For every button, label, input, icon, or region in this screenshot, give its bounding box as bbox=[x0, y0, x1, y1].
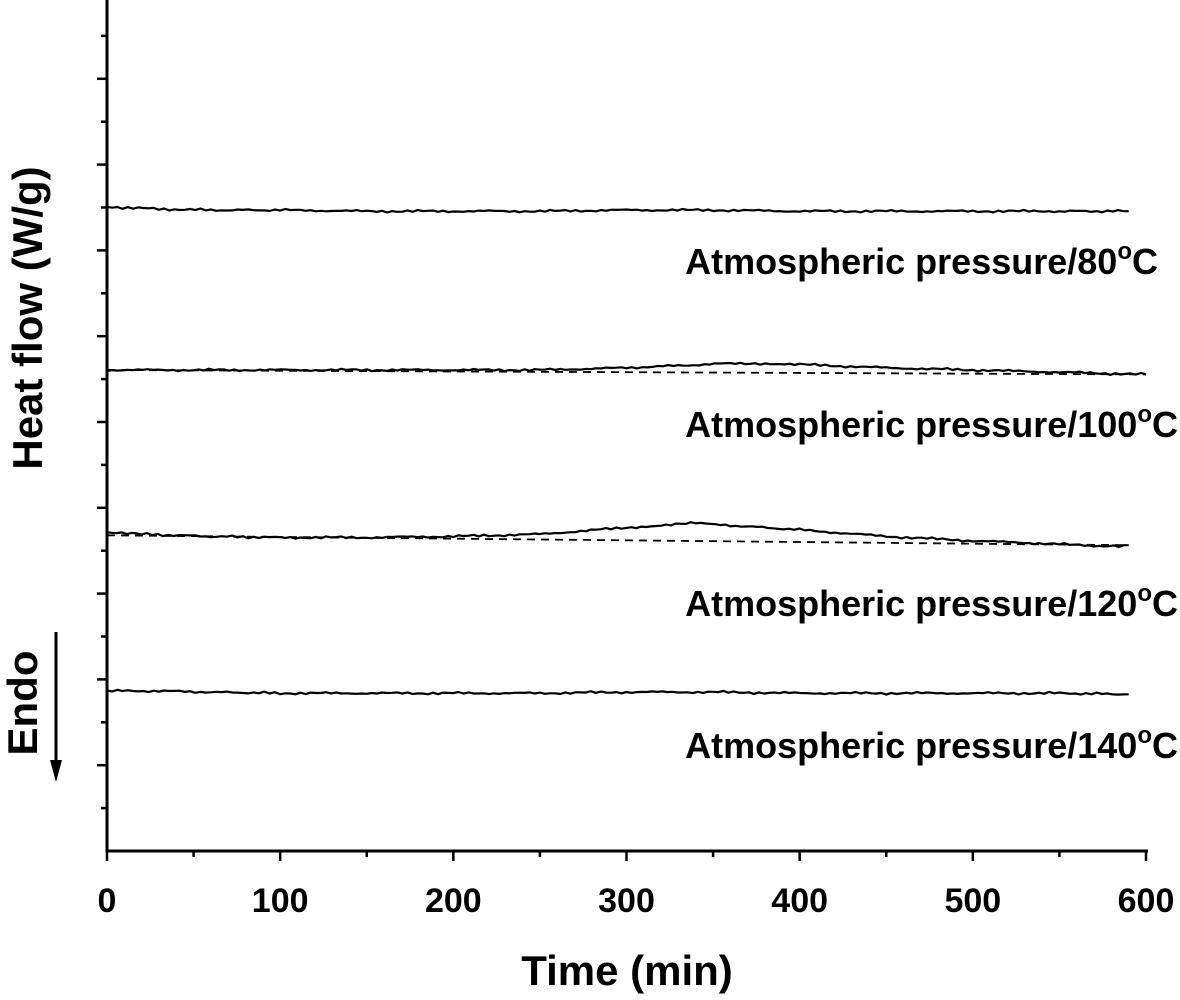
series-label-unit: C bbox=[1152, 725, 1178, 766]
series-line bbox=[106, 688, 1129, 696]
endo-arrow-head bbox=[50, 760, 62, 782]
series-line bbox=[106, 361, 1147, 376]
series-label-value: 140 bbox=[1077, 725, 1137, 766]
series-label: Atmospheric pressure/120oC bbox=[685, 580, 1178, 624]
series-label-degree: o bbox=[1137, 722, 1152, 749]
series-label-prefix: Atmospheric pressure/ bbox=[685, 725, 1077, 766]
series-label-unit: C bbox=[1152, 583, 1178, 624]
x-axis-title: Time (min) bbox=[521, 947, 733, 994]
series-layer bbox=[106, 205, 1147, 696]
series-label-prefix: Atmospheric pressure/ bbox=[685, 583, 1077, 624]
endo-label: Endo bbox=[0, 651, 46, 756]
series-label: Atmospheric pressure/140oC bbox=[685, 722, 1178, 766]
x-tick-label: 100 bbox=[252, 882, 309, 920]
series-label-prefix: Atmospheric pressure/ bbox=[685, 241, 1077, 282]
axes: 0 100 200 300 400 500 600 bbox=[97, 0, 1174, 920]
series-label-unit: C bbox=[1132, 241, 1158, 282]
series-label-unit: C bbox=[1152, 404, 1178, 445]
x-tick-label: 300 bbox=[598, 882, 655, 920]
series-label-prefix: Atmospheric pressure/ bbox=[685, 404, 1077, 445]
series-baseline bbox=[106, 534, 1129, 547]
series-label: Atmospheric pressure/80oC bbox=[685, 238, 1158, 282]
y-axis-title: Heat flow (W/g) bbox=[4, 166, 51, 469]
series-label: Atmospheric pressure/100oC bbox=[685, 401, 1178, 445]
series-label-degree: o bbox=[1117, 238, 1132, 265]
x-tick-label: 400 bbox=[771, 882, 828, 920]
series-label-value: 100 bbox=[1077, 404, 1137, 445]
series-label-value: 120 bbox=[1077, 583, 1137, 624]
series-line bbox=[106, 205, 1129, 214]
x-tick-label: 0 bbox=[98, 882, 117, 920]
y-axis-ticks bbox=[97, 34, 107, 810]
x-tick-label: 200 bbox=[425, 882, 482, 920]
x-axis-ticks bbox=[105, 851, 1148, 861]
endo-indicator: Endo bbox=[0, 632, 62, 782]
series-label-degree: o bbox=[1137, 401, 1152, 428]
series-baseline bbox=[106, 369, 1147, 376]
series-label-degree: o bbox=[1137, 580, 1152, 607]
x-axis-tick-labels: 0 100 200 300 400 500 600 bbox=[98, 882, 1175, 920]
x-tick-label: 600 bbox=[1118, 882, 1175, 920]
series-label-value: 80 bbox=[1077, 241, 1117, 282]
x-tick-label: 500 bbox=[944, 882, 1001, 920]
